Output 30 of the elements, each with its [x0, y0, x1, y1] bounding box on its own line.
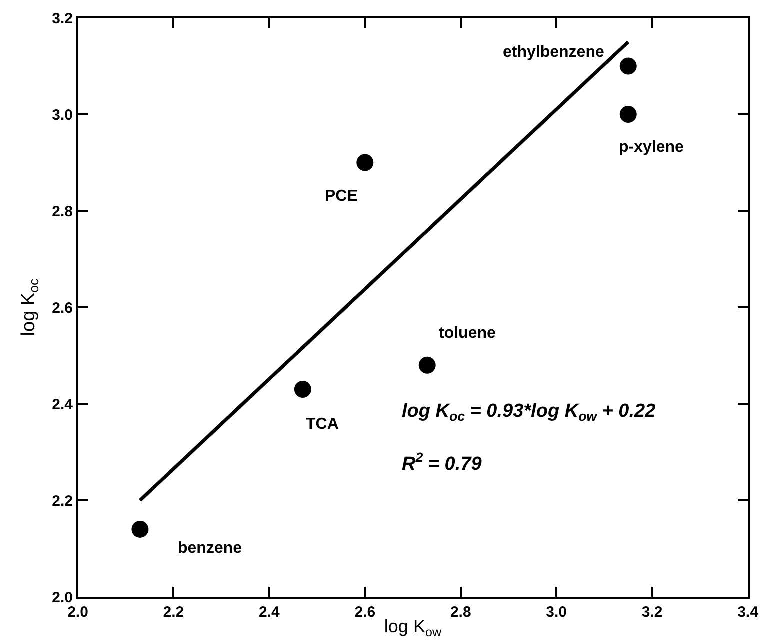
point [294, 381, 312, 398]
annotation: p-xylene [619, 139, 684, 156]
annotation: benzene [178, 540, 242, 557]
text: 3.0 [52, 106, 73, 124]
y-tick-label: 2.2 [52, 492, 73, 510]
annotation: log K$_{oc}$ = 0.93*log K$_{ow}$ + 0.22 [402, 401, 656, 424]
x-tick-label: 2.2 [163, 604, 184, 621]
annotation: R$^{2}$ = 0.79 [402, 450, 482, 475]
text: 3.0 [546, 604, 567, 621]
point [356, 154, 374, 172]
y-tick-label: 2.4 [52, 396, 74, 414]
text: 2.0 [68, 604, 88, 621]
x-tick-label: 3.2 [642, 604, 663, 621]
point [132, 520, 149, 538]
point [418, 356, 436, 374]
x-axis-title: log K$_{ow}$ [384, 616, 442, 640]
x-tick-label: 2.6 [354, 604, 376, 621]
text: 2.0 [52, 589, 73, 606]
annotation: ethylbenzene [503, 44, 604, 61]
x-tick-label: 2.4 [259, 604, 281, 621]
y-tick-label: 2.6 [52, 300, 73, 317]
annotation: PCE [325, 188, 358, 205]
point [620, 106, 637, 123]
annotation: toluene [439, 325, 496, 342]
x-tick-label: 2.8 [450, 604, 472, 621]
annotation: TCA [306, 416, 340, 433]
point [620, 58, 637, 75]
x-tick-label: 3.4 [738, 604, 760, 621]
y-tick-label: 2.8 [52, 203, 73, 220]
y-tick-label: 3.2 [52, 10, 73, 28]
